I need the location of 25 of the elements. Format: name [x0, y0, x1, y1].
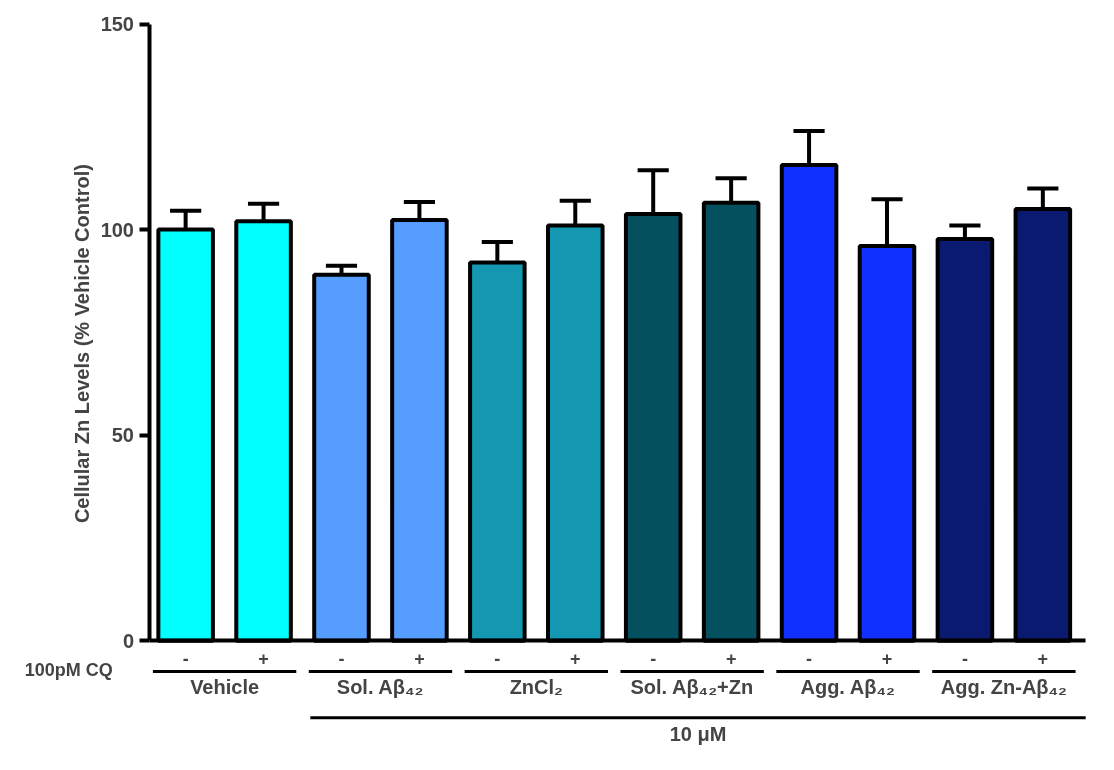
text: 10 μM: [669, 723, 727, 746]
y-tick-label: 50: [111, 424, 135, 447]
y-tick-label: 100: [100, 218, 135, 241]
y-axis-title: Cellular Zn Levels (% Vehicle Control): [71, 164, 94, 524]
x-tick-label: +: [258, 648, 269, 669]
text: Agg. Aβ₄₂: [800, 675, 895, 698]
x-tick-label: -: [182, 648, 189, 669]
x-tick-label: -: [961, 648, 968, 669]
text: Agg. Zn-Aβ₄₂: [940, 675, 1067, 698]
x-tick-label: +: [1037, 648, 1049, 669]
text: 100pM CQ: [24, 659, 113, 680]
text: Vehicle: [190, 675, 260, 698]
x-tick-label: +: [881, 648, 893, 669]
x-tick-label: +: [414, 648, 425, 669]
x-tick-label: +: [725, 648, 737, 669]
x-tick-label: -: [650, 648, 657, 669]
text: ZnCl₂: [509, 675, 563, 698]
x-tick-label: -: [338, 648, 345, 669]
y-tick-label: 150: [100, 13, 135, 35]
y-tick-label: 0: [122, 629, 135, 652]
x-tick-label: +: [570, 648, 581, 669]
text: Sol. Aβ₄₂+Zn: [630, 675, 754, 698]
x-tick-label: -: [806, 648, 813, 669]
x-tick-label: -: [494, 648, 501, 669]
text: Sol. Aβ₄₂: [336, 675, 424, 698]
